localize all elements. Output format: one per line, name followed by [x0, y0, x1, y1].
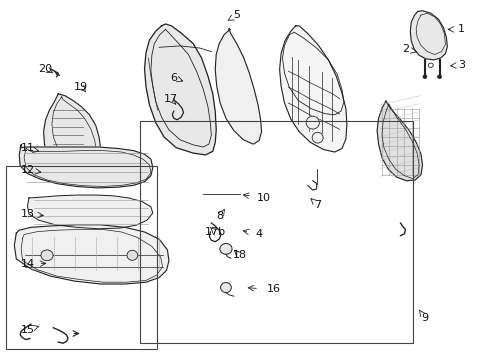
- Text: 17: 17: [164, 94, 178, 104]
- Text: 17b: 17b: [204, 227, 225, 237]
- Ellipse shape: [220, 283, 231, 293]
- Ellipse shape: [422, 75, 426, 78]
- Ellipse shape: [437, 75, 441, 78]
- Text: 10: 10: [257, 193, 270, 203]
- Text: 6: 6: [170, 73, 177, 83]
- Polygon shape: [144, 24, 216, 155]
- Ellipse shape: [305, 116, 319, 129]
- Ellipse shape: [220, 243, 232, 254]
- Text: 7: 7: [313, 200, 321, 210]
- Text: 2: 2: [401, 44, 408, 54]
- Polygon shape: [215, 29, 261, 144]
- Ellipse shape: [127, 250, 138, 260]
- Text: 20: 20: [39, 64, 53, 74]
- Text: 19: 19: [74, 82, 88, 92]
- Text: 8: 8: [216, 211, 223, 221]
- Text: 13: 13: [20, 209, 35, 219]
- Polygon shape: [43, 94, 101, 176]
- Polygon shape: [376, 101, 422, 181]
- Text: 9: 9: [421, 313, 427, 323]
- Text: 16: 16: [266, 284, 280, 294]
- Text: 11: 11: [20, 143, 35, 153]
- Bar: [140, 121, 412, 343]
- Text: 1: 1: [457, 24, 464, 35]
- Polygon shape: [279, 26, 346, 152]
- Text: 14: 14: [20, 259, 35, 269]
- Ellipse shape: [427, 63, 432, 67]
- Polygon shape: [409, 11, 447, 60]
- Ellipse shape: [41, 250, 53, 261]
- Ellipse shape: [311, 132, 323, 143]
- Text: 12: 12: [20, 165, 35, 175]
- Polygon shape: [27, 195, 153, 229]
- Polygon shape: [14, 225, 168, 284]
- Polygon shape: [19, 145, 153, 188]
- Text: 4: 4: [255, 229, 262, 239]
- Text: 18: 18: [232, 250, 246, 260]
- Text: 3: 3: [457, 60, 464, 70]
- Text: 5: 5: [233, 10, 240, 20]
- Bar: [5, 166, 157, 348]
- Text: 15: 15: [20, 325, 35, 335]
